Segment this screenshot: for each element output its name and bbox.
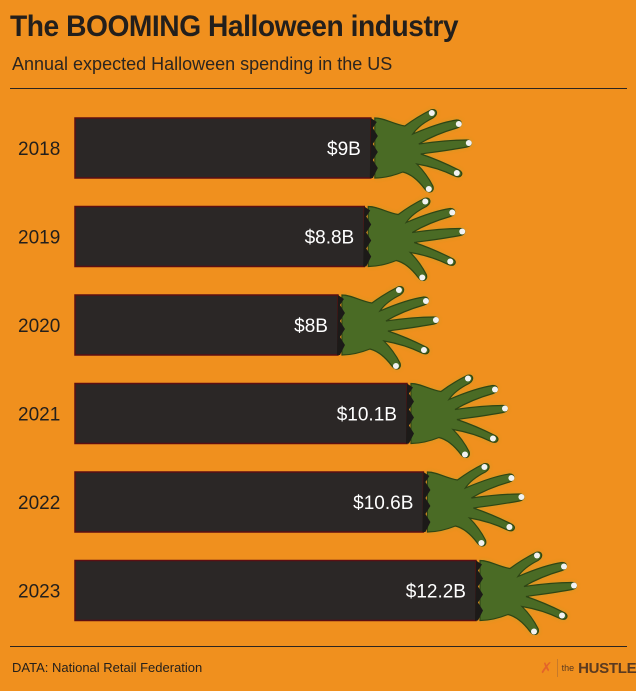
data-label: $10.1B bbox=[337, 405, 397, 426]
top-divider bbox=[10, 88, 627, 89]
category-label: 2023 bbox=[18, 582, 60, 603]
bar bbox=[74, 382, 408, 445]
data-label: $12.2B bbox=[406, 582, 466, 603]
category-label: 2018 bbox=[18, 139, 60, 160]
brand-logo: ✗ the HUSTLE bbox=[540, 657, 636, 679]
bar bbox=[74, 559, 477, 622]
bottom-divider bbox=[10, 646, 627, 647]
zombie-hand-icon bbox=[422, 463, 525, 547]
logo-divider bbox=[556, 659, 558, 677]
logo-name-text: HUSTLE bbox=[578, 659, 636, 677]
source-note: DATA: National Retail Federation bbox=[12, 660, 203, 675]
hustle-logo-icon: ✗ bbox=[540, 660, 553, 677]
zombie-hand-icon bbox=[475, 551, 578, 635]
chart-title: The BOOMING Halloween industry bbox=[10, 10, 459, 43]
chart-subtitle: Annual expected Halloween spending in th… bbox=[12, 54, 393, 74]
data-label: $8B bbox=[294, 316, 328, 337]
data-label: $9B bbox=[327, 139, 361, 160]
data-label: $8.8B bbox=[305, 228, 355, 249]
data-label: $10.6B bbox=[353, 493, 413, 514]
category-label: 2020 bbox=[18, 316, 60, 337]
zombie-hand-icon bbox=[369, 109, 472, 193]
bar bbox=[74, 117, 372, 179]
logo-the-text: the bbox=[561, 663, 575, 673]
zombie-hand-icon bbox=[363, 197, 466, 281]
zombie-hand-icon bbox=[336, 286, 440, 370]
bar bbox=[74, 205, 365, 268]
category-label: 2022 bbox=[18, 493, 60, 514]
category-label: 2021 bbox=[18, 405, 60, 426]
bar bbox=[74, 294, 339, 356]
zombie-hand-icon bbox=[405, 374, 509, 458]
bar bbox=[74, 471, 425, 533]
category-label: 2019 bbox=[18, 228, 60, 249]
